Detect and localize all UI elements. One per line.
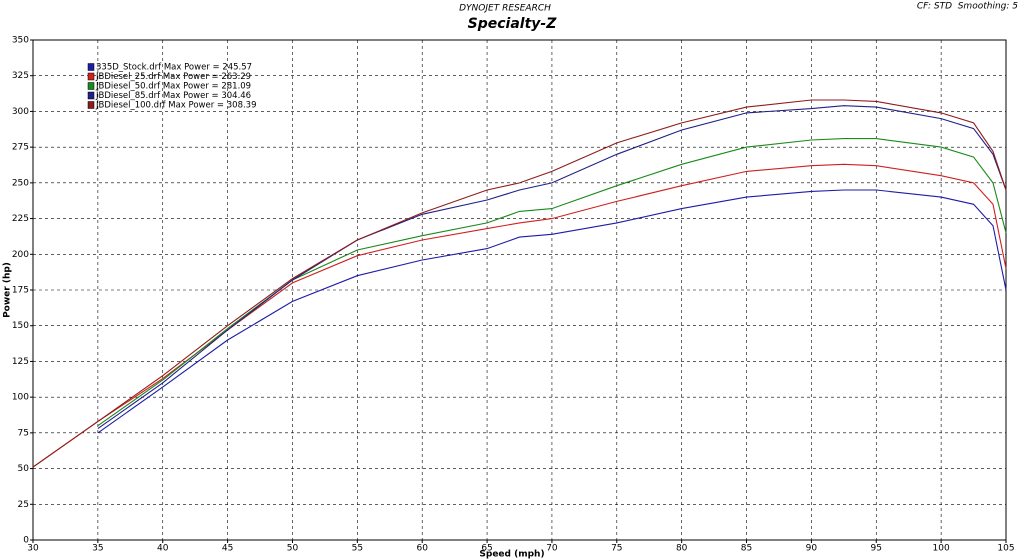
- y-tick-label: 300: [12, 107, 29, 117]
- x-tick-label: 60: [416, 544, 428, 554]
- x-tick-label: 95: [871, 544, 882, 554]
- y-tick-label: 175: [12, 286, 29, 296]
- legend-entry: JBDiesel_100.drf Max Power = 308.39: [95, 101, 257, 111]
- legend-swatch: [87, 82, 95, 90]
- annotation: CF: STD Smoothing: 5: [917, 2, 1018, 12]
- y-tick-label: 350: [12, 36, 29, 46]
- series-line: [97, 189, 1007, 434]
- x-tick-label: 45: [222, 544, 233, 554]
- legend-swatch: [87, 91, 95, 100]
- series-line: [97, 105, 1007, 430]
- y-tick-label: 200: [12, 250, 29, 260]
- x-tick-label: 105: [997, 544, 1014, 554]
- x-tick-label: 100: [933, 544, 950, 554]
- x-tick-label: 80: [676, 544, 688, 554]
- x-tick-label: 65: [481, 544, 492, 554]
- y-axis-label: Power (hp): [3, 262, 13, 318]
- legend-entry: 335D_Stock.drf Max Power = 245.57: [96, 63, 252, 73]
- x-tick-label: 30: [27, 544, 39, 554]
- y-tick-label: 150: [12, 321, 29, 331]
- y-tick-label: 225: [12, 214, 29, 224]
- y-tick-label: 25: [18, 500, 29, 510]
- y-tick-label: 75: [18, 428, 29, 438]
- x-tick-label: 90: [806, 544, 818, 554]
- legend-swatch: [87, 101, 95, 109]
- y-tick-label: 100: [12, 393, 29, 403]
- x-tick-label: 85: [741, 544, 752, 554]
- y-tick-label: 325: [12, 71, 29, 81]
- x-tick-label: 55: [352, 544, 363, 554]
- y-tick-label: 250: [12, 178, 29, 188]
- legend-entry: JBDiesel_85.drf Max Power = 304.46: [95, 91, 251, 101]
- x-tick-label: 50: [287, 544, 299, 554]
- chart-title: Specialty-Z: [468, 16, 558, 32]
- y-tick-label: 125: [12, 357, 29, 367]
- x-tick-label: 40: [157, 544, 169, 554]
- legend-entry: JBDiesel_50.drf Max Power = 281.09: [95, 82, 251, 92]
- series-line: [32, 99, 1007, 468]
- x-tick-label: 35: [92, 544, 103, 554]
- y-tick-label: 275: [12, 143, 29, 153]
- y-tick-label: 50: [18, 464, 30, 474]
- legend-swatch: [87, 63, 95, 71]
- y-tick-label: 0: [23, 536, 29, 546]
- chart-supertitle: DYNOJET RESEARCH: [459, 4, 551, 14]
- x-axis-label: Speed (mph): [479, 550, 544, 560]
- legend-entry: JBDiesel_25.drf Max Power = 263.29: [95, 72, 251, 82]
- x-tick-label: 75: [611, 544, 622, 554]
- x-tick-label: 70: [546, 544, 558, 554]
- legend-swatch: [87, 72, 95, 81]
